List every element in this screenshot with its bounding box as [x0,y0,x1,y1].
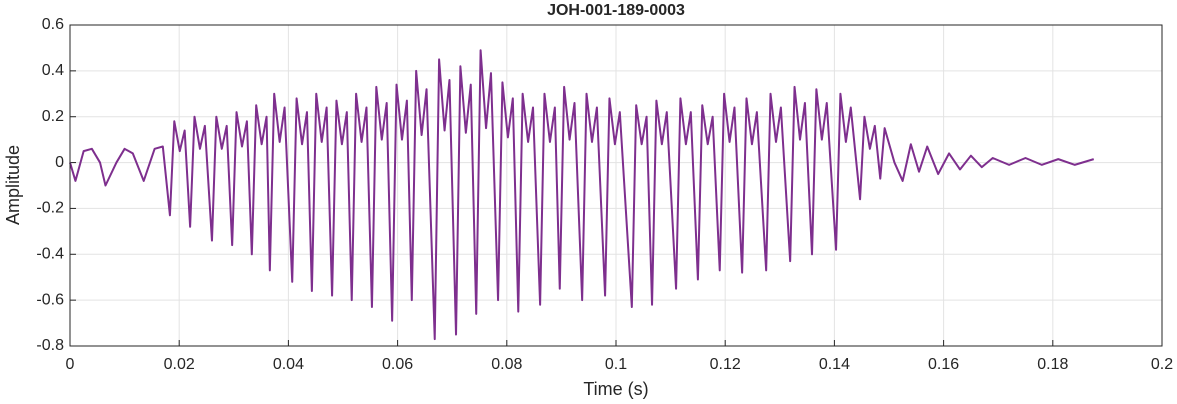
y-tick-label: 0 [55,154,64,171]
chart-title: JOH-001-189-0003 [547,2,685,19]
x-tick-label: 0.12 [710,356,741,373]
x-tick-label: 0.14 [819,356,850,373]
y-tick-label: -0.6 [36,291,64,308]
plot-frame [69,24,1163,347]
y-tick-label: -0.8 [36,337,64,354]
x-tick-label: 0.08 [491,356,522,373]
y-tick-label: 0.4 [42,62,64,79]
y-tick-label: 0.2 [42,108,64,125]
x-axis-label: Time (s) [583,379,648,399]
x-tick-label: 0.02 [164,356,195,373]
y-tick-label: -0.4 [36,246,64,263]
y-axis-label: Amplitude [3,145,23,225]
y-tick-label: 0.6 [42,16,64,33]
x-tick-label: 0 [66,356,75,373]
waveform-line [69,49,1095,341]
x-tick-label: 0.2 [1151,356,1173,373]
x-tick-label: 0.1 [605,356,627,373]
x-tick-label: 0.18 [1037,356,1068,373]
x-tick-label: 0.06 [382,356,413,373]
x-tick-label: 0.04 [273,356,304,373]
y-tick-label: -0.2 [36,200,64,217]
x-tick-label: 0.16 [928,356,959,373]
